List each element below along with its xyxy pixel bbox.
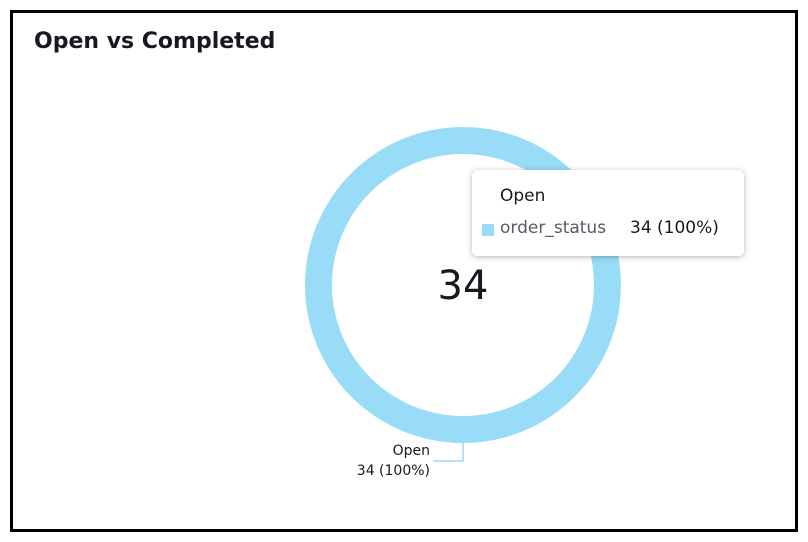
tooltip-title: Open — [500, 186, 546, 206]
chart-title: Open vs Completed — [34, 29, 275, 54]
center-total: 34 — [438, 263, 489, 309]
tooltip-swatch — [482, 224, 494, 236]
tooltip: Open order_status 34 (100%) — [472, 170, 744, 256]
tooltip-series: order_status — [500, 218, 607, 238]
slice-value-label: 34 (100%) — [357, 463, 430, 479]
frame — [10, 10, 798, 532]
tooltip-value: 34 (100%) — [630, 218, 719, 238]
slice-category-label: Open — [393, 443, 430, 459]
leader-line — [433, 443, 464, 462]
